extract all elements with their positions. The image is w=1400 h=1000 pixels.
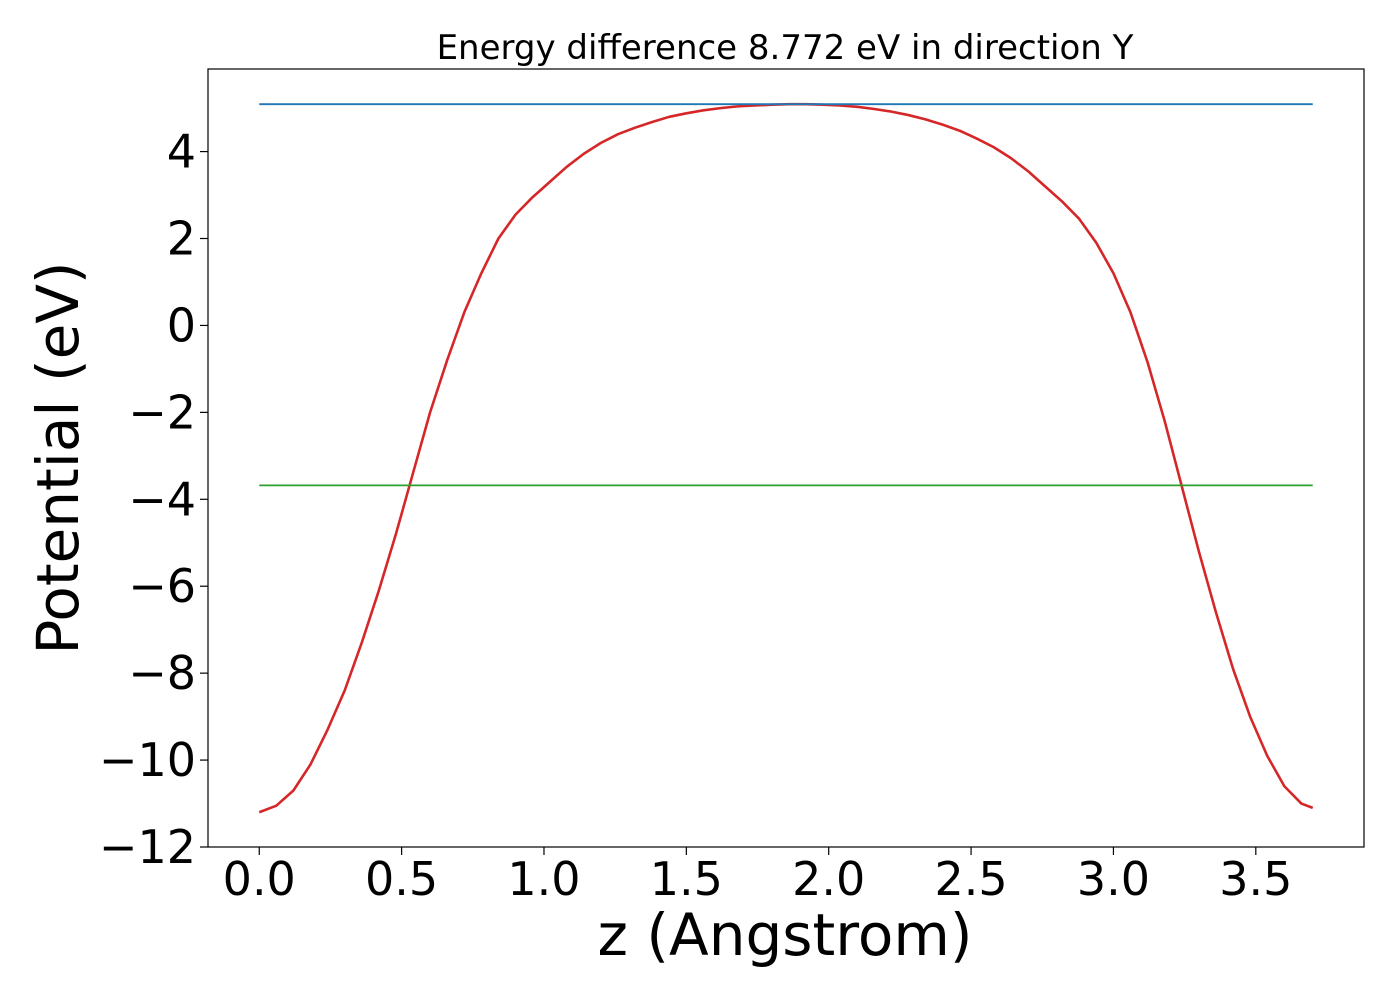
x-tick-label: 0.0 [223, 852, 296, 906]
y-tick-label: −10 [99, 733, 196, 787]
y-tick-label: 2 [167, 212, 196, 266]
y-tick-label: 4 [167, 125, 196, 179]
series-layer [258, 102, 1314, 814]
x-tick-label: 3.0 [1077, 852, 1150, 906]
y-axis-ticks: 4 2 0 −2 −4 −6 −8 −10 −12 [99, 125, 208, 874]
y-tick-label: 0 [167, 298, 196, 352]
x-axis-ticks: 0.0 0.5 1.0 1.5 2.0 2.5 3.0 3.5 [223, 847, 1292, 906]
x-tick-label: 0.5 [365, 852, 438, 906]
x-tick-label: 2.0 [792, 852, 865, 906]
y-tick-label: −8 [128, 646, 196, 700]
y-tick-label: −6 [128, 559, 196, 613]
plot-frame [207, 68, 1365, 848]
y-tick-label: −2 [128, 385, 196, 439]
x-axis-label: z (Angstrom) [598, 901, 973, 969]
x-tick-label: 2.5 [934, 852, 1007, 906]
x-tick-label: 1.0 [507, 852, 580, 906]
x-tick-label: 1.5 [650, 852, 723, 906]
y-tick-label: −4 [128, 472, 196, 526]
x-tick-label: 3.5 [1219, 852, 1292, 906]
y-tick-label: −12 [99, 820, 196, 874]
chart-title: Energy difference 8.772 eV in direction … [437, 28, 1134, 68]
y-axis-label: Potential (eV) [24, 261, 92, 654]
series-line-0 [258, 102, 1314, 814]
